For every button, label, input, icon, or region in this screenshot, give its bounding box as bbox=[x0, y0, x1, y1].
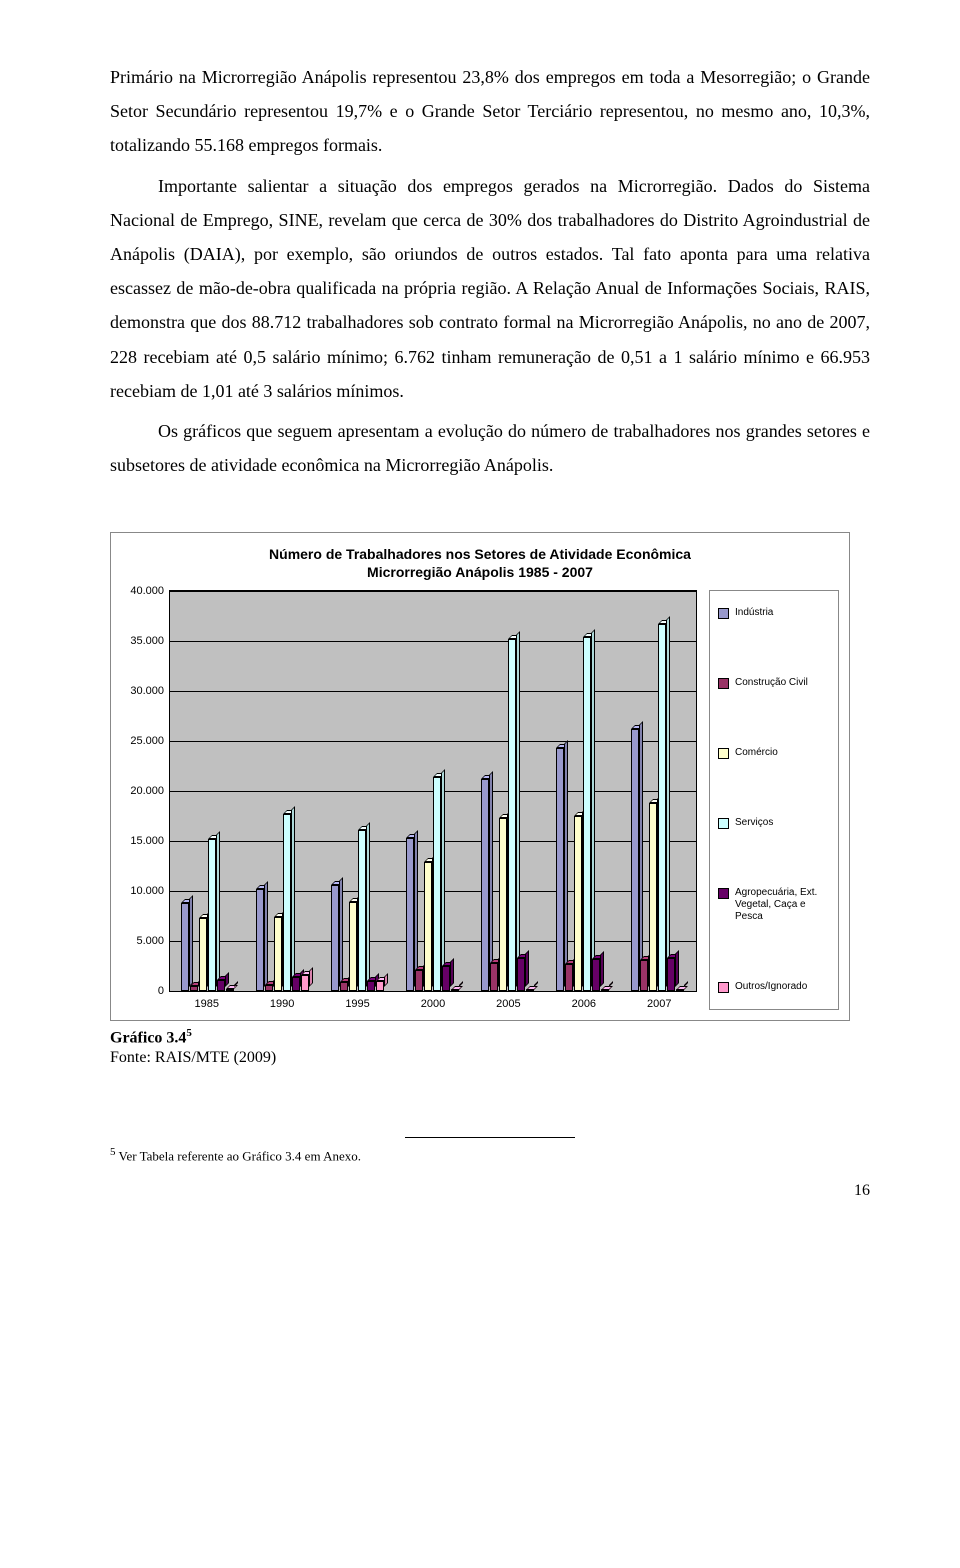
bar-group bbox=[181, 591, 235, 991]
bar bbox=[601, 591, 609, 991]
chart-plot: 0 5.000 10.000 15.000 20.000 25.000 30.000 35.0… bbox=[121, 590, 697, 1010]
bar bbox=[442, 591, 450, 991]
legend-label: Indústria bbox=[735, 607, 773, 619]
x-axis-label: 2007 bbox=[647, 998, 671, 1010]
bar bbox=[499, 591, 507, 991]
legend-swatch bbox=[718, 982, 729, 993]
legend-swatch bbox=[718, 748, 729, 759]
bar bbox=[226, 591, 234, 991]
paragraph-1: Primário na Microrregião Anápolis repres… bbox=[110, 60, 870, 163]
legend-item: Indústria bbox=[718, 597, 830, 629]
legend-item: Agropecuária, Ext. Vegetal, Caça e Pesca bbox=[718, 877, 830, 933]
y-axis-label: 0 bbox=[158, 985, 170, 997]
footnote: 5 Ver Tabela referente ao Gráfico 3.4 em… bbox=[110, 1146, 870, 1164]
bar-group bbox=[481, 591, 535, 991]
paragraph-2: Importante salientar a situação dos empr… bbox=[110, 169, 870, 408]
legend-label: Agropecuária, Ext. Vegetal, Caça e Pesca bbox=[735, 887, 830, 923]
paragraph-3: Os gráficos que seguem apresentam a evol… bbox=[110, 414, 870, 482]
bar bbox=[583, 591, 591, 991]
y-axis-label: 15.000 bbox=[130, 835, 170, 847]
bar bbox=[556, 591, 564, 991]
x-axis-label: 1985 bbox=[194, 998, 218, 1010]
x-axis-label: 1995 bbox=[345, 998, 369, 1010]
bar bbox=[208, 591, 216, 991]
bar bbox=[508, 591, 516, 991]
y-axis-label: 40.000 bbox=[130, 585, 170, 597]
page-number: 16 bbox=[110, 1182, 870, 1200]
bar bbox=[406, 591, 414, 991]
bar bbox=[376, 591, 384, 991]
bar bbox=[574, 591, 582, 991]
legend-item: Serviços bbox=[718, 807, 830, 839]
chart-title: Número de Trabalhadores nos Setores de A… bbox=[121, 545, 839, 581]
bar bbox=[631, 591, 639, 991]
y-axis-label: 30.000 bbox=[130, 685, 170, 697]
x-axis-label: 1990 bbox=[270, 998, 294, 1010]
chart-container: Número de Trabalhadores nos Setores de A… bbox=[110, 532, 850, 1020]
chart-title-line1: Número de Trabalhadores nos Setores de A… bbox=[269, 546, 691, 562]
chart-source: Fonte: RAIS/MTE (2009) bbox=[110, 1049, 870, 1067]
bar-group bbox=[556, 591, 610, 991]
legend-swatch bbox=[718, 678, 729, 689]
bar bbox=[565, 591, 573, 991]
bar bbox=[181, 591, 189, 991]
bar bbox=[265, 591, 273, 991]
bar bbox=[256, 591, 264, 991]
bar bbox=[190, 591, 198, 991]
bar bbox=[292, 591, 300, 991]
y-axis-label: 35.000 bbox=[130, 635, 170, 647]
chart-legend: Indústria Construção Civil Comércio Serviço… bbox=[709, 590, 839, 1010]
y-axis-label: 5.000 bbox=[136, 935, 170, 947]
bar-group bbox=[256, 591, 310, 991]
legend-label: Construção Civil bbox=[735, 677, 808, 689]
bar bbox=[658, 591, 666, 991]
bar bbox=[649, 591, 657, 991]
legend-label: Outros/Ignorado bbox=[735, 981, 807, 993]
bar bbox=[340, 591, 348, 991]
legend-item: Outros/Ignorado bbox=[718, 971, 830, 1003]
bar bbox=[526, 591, 534, 991]
legend-label: Comércio bbox=[735, 747, 778, 759]
bar bbox=[481, 591, 489, 991]
bar-group bbox=[406, 591, 460, 991]
bar bbox=[592, 591, 600, 991]
x-axis-label: 2006 bbox=[572, 998, 596, 1010]
legend-swatch bbox=[718, 818, 729, 829]
bar bbox=[490, 591, 498, 991]
legend-swatch bbox=[718, 888, 729, 899]
legend-swatch bbox=[718, 608, 729, 619]
bar bbox=[451, 591, 459, 991]
bar bbox=[667, 591, 675, 991]
bar bbox=[199, 591, 207, 991]
y-axis-label: 25.000 bbox=[130, 735, 170, 747]
bar bbox=[676, 591, 684, 991]
bar bbox=[301, 591, 309, 991]
legend-item: Construção Civil bbox=[718, 667, 830, 699]
bar bbox=[433, 591, 441, 991]
legend-item: Comércio bbox=[718, 737, 830, 769]
chart-caption: Gráfico 3.45 bbox=[110, 1027, 870, 1047]
bar bbox=[367, 591, 375, 991]
y-axis-label: 10.000 bbox=[130, 885, 170, 897]
bar bbox=[217, 591, 225, 991]
bar bbox=[274, 591, 282, 991]
bar-group bbox=[331, 591, 385, 991]
legend-label: Serviços bbox=[735, 817, 773, 829]
x-axis-label: 2005 bbox=[496, 998, 520, 1010]
bar bbox=[424, 591, 432, 991]
bar bbox=[283, 591, 291, 991]
bar bbox=[358, 591, 366, 991]
y-axis-label: 20.000 bbox=[130, 785, 170, 797]
bar bbox=[517, 591, 525, 991]
bar bbox=[640, 591, 648, 991]
x-axis-label: 2000 bbox=[421, 998, 445, 1010]
bar bbox=[331, 591, 339, 991]
bar-group bbox=[631, 591, 685, 991]
bar bbox=[415, 591, 423, 991]
chart-title-line2: Microrregião Anápolis 1985 - 2007 bbox=[367, 564, 593, 580]
bar bbox=[349, 591, 357, 991]
footnote-rule bbox=[405, 1137, 575, 1138]
